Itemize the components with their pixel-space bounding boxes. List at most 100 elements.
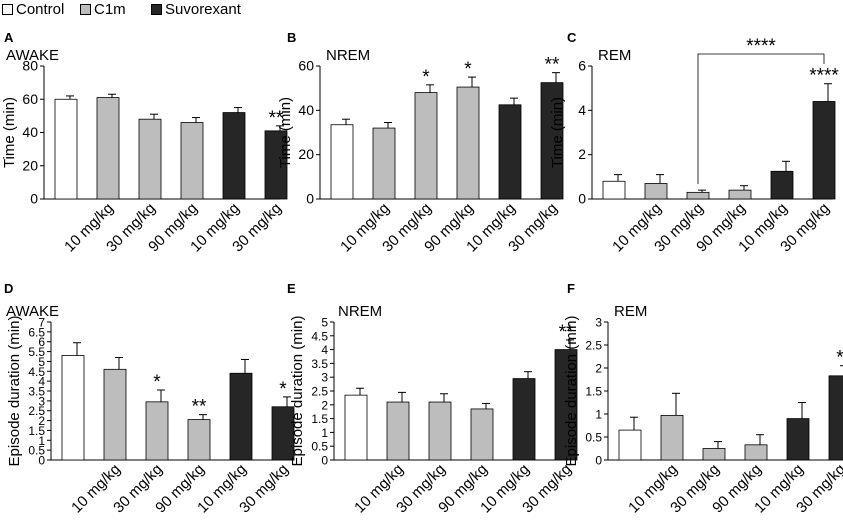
- panel-title: REM: [598, 47, 631, 64]
- legend-label-c1m: C1m: [94, 1, 126, 18]
- bar: [414, 92, 438, 200]
- bar: [828, 375, 843, 461]
- y-tick-label: 5: [321, 316, 328, 330]
- y-tick-label: 3.5: [28, 385, 45, 399]
- significance-label: *: [422, 67, 430, 88]
- y-tick-label: 0.5: [585, 431, 602, 445]
- y-tick-label: 0.5: [311, 440, 328, 454]
- bar: [180, 122, 204, 200]
- y-tick-label: 6: [38, 335, 45, 349]
- panel-letter: E: [287, 281, 296, 296]
- y-tick-label: 2: [595, 362, 602, 376]
- bar: [138, 118, 162, 200]
- legend: Control C1m Suvorexant: [0, 0, 843, 20]
- legend-swatch-c1m: [80, 4, 91, 15]
- bar: [456, 86, 480, 200]
- y-tick-label: 5.5: [28, 345, 45, 359]
- y-tick-label: 0: [595, 454, 602, 468]
- panel-letter: A: [4, 30, 14, 45]
- y-tick-label: 0: [38, 454, 45, 468]
- panel-title: NREM: [338, 303, 382, 320]
- y-axis-label: Episode duration (min): [6, 316, 23, 467]
- legend-swatch-control: [2, 4, 13, 15]
- y-tick-label: 40: [22, 124, 38, 140]
- legend-label-suvorexant: Suvorexant: [165, 1, 241, 18]
- legend-item-control: Control: [2, 1, 64, 18]
- bar: [54, 98, 78, 200]
- significance-label: **: [559, 322, 574, 343]
- y-tick-label: 0: [306, 191, 314, 207]
- significance-label: **: [192, 397, 207, 418]
- y-tick-label: 6.5: [28, 325, 45, 339]
- panel-title: AWAKE: [6, 47, 59, 64]
- panel-letter: F: [567, 281, 575, 296]
- significance-label: ****: [809, 66, 839, 87]
- bar: [330, 124, 354, 200]
- bar: [812, 101, 836, 200]
- y-tick-label: 4: [578, 102, 586, 118]
- panel-letter: D: [4, 281, 13, 296]
- bar: [702, 448, 726, 461]
- y-tick-label: 60: [22, 91, 38, 107]
- significance-label: *: [464, 59, 472, 80]
- bracket-label: ****: [746, 36, 776, 57]
- y-tick-label: 1: [595, 408, 602, 422]
- y-tick-label: 3: [595, 316, 602, 330]
- bar: [470, 408, 494, 461]
- legend-item-c1m: C1m: [80, 1, 126, 18]
- y-tick-label: 2: [321, 398, 328, 412]
- bar: [372, 127, 396, 200]
- bar: [770, 170, 794, 200]
- y-tick-label: 0: [321, 454, 328, 468]
- y-tick-label: 6: [578, 58, 586, 74]
- y-tick-label: 4: [321, 343, 328, 357]
- y-tick-label: 0.5: [28, 444, 45, 458]
- panel-letter: B: [287, 30, 296, 45]
- bar: [145, 401, 169, 461]
- y-tick-label: 3: [321, 371, 328, 385]
- legend-item-suvorexant: Suvorexant: [151, 1, 241, 18]
- bar: [644, 183, 668, 200]
- y-axis-label: Time (min): [549, 97, 566, 168]
- y-tick-label: 5: [38, 355, 45, 369]
- bar: [660, 414, 684, 461]
- y-tick-label: 1: [321, 426, 328, 440]
- panel-title: AWAKE: [6, 303, 59, 320]
- y-tick-label: 1.5: [28, 424, 45, 438]
- bar: [428, 401, 452, 461]
- significance-label: *: [836, 348, 843, 369]
- significance-bracket: [697, 53, 825, 185]
- legend-label-control: Control: [16, 1, 65, 18]
- bar: [187, 419, 211, 461]
- y-tick-label: 2: [578, 146, 586, 162]
- bar: [728, 189, 752, 200]
- y-tick-label: 2.5: [585, 339, 602, 353]
- panel-title: REM: [614, 303, 647, 320]
- bar: [61, 355, 85, 461]
- bar: [264, 130, 288, 200]
- bar: [540, 82, 564, 200]
- significance-label: *: [279, 379, 287, 400]
- y-tick-label: 0: [30, 191, 38, 207]
- y-tick-label: 2.5: [28, 404, 45, 418]
- y-tick-label: 4: [38, 375, 45, 389]
- y-tick-label: 40: [298, 102, 314, 118]
- y-tick-label: 1: [38, 434, 45, 448]
- bar: [602, 180, 626, 200]
- y-tick-label: 60: [298, 58, 314, 74]
- y-tick-label: 1.5: [311, 412, 328, 426]
- significance-label: *: [153, 372, 161, 393]
- y-axis-label: Episode duration (min): [563, 316, 580, 467]
- bar: [618, 429, 642, 461]
- y-tick-label: 7: [38, 316, 45, 330]
- y-tick-label: 1.5: [585, 385, 602, 399]
- y-tick-label: 4.5: [311, 329, 328, 343]
- bar: [222, 112, 246, 200]
- panel-title: NREM: [326, 47, 370, 64]
- y-axis-label: Time (min): [277, 97, 294, 168]
